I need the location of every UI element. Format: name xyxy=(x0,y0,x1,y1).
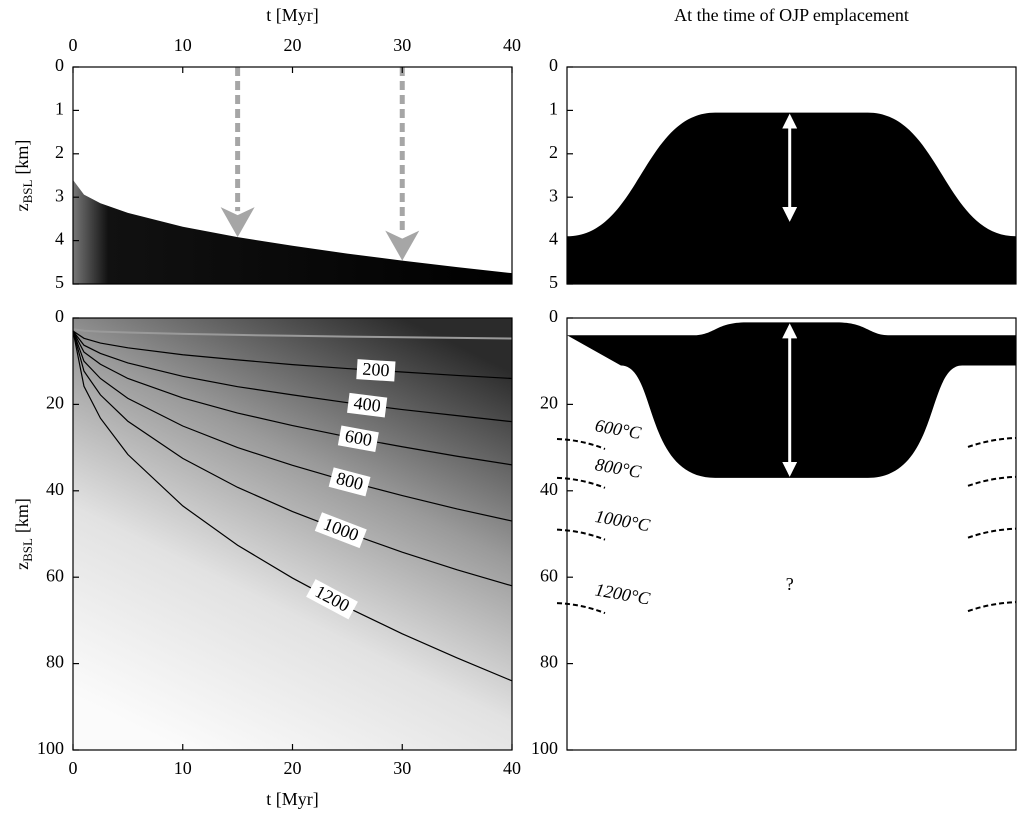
isotherm xyxy=(72,330,513,682)
contour-label-bg xyxy=(356,359,396,382)
y-tick-label: 40 xyxy=(540,479,558,499)
contour-label-text: 600 xyxy=(343,426,373,450)
y-tick-label: 20 xyxy=(540,393,558,413)
bathymetry-area xyxy=(73,179,512,284)
crust-shape xyxy=(567,322,1016,478)
contour-label: 600 xyxy=(337,425,379,453)
isotherm xyxy=(72,330,513,466)
y-tick-label: 0 xyxy=(55,55,64,75)
isotherm-left xyxy=(556,437,606,450)
isotherm-label: 1000°C xyxy=(594,506,653,535)
isotherm-left xyxy=(556,528,606,541)
axes-frame xyxy=(566,317,1017,751)
arrow-head xyxy=(220,207,255,238)
isotherm xyxy=(72,330,513,587)
y-tick-label: 3 xyxy=(549,185,558,205)
contour-label-text: 200 xyxy=(362,359,390,381)
x-tick-label: 20 xyxy=(284,758,302,778)
axes-frame xyxy=(566,66,1017,285)
y-tick-label: 0 xyxy=(549,306,558,326)
y-label-sub: BSL xyxy=(20,538,35,562)
contour-label-bg xyxy=(314,512,367,549)
x-tick-label: 10 xyxy=(174,758,192,778)
y-label-main: z xyxy=(12,562,32,570)
isotherm xyxy=(72,330,513,522)
y-label-unit: [km] xyxy=(12,140,32,175)
temperature-field xyxy=(73,318,512,750)
contour-label-bg xyxy=(347,392,388,418)
y-tick-label: 5 xyxy=(55,272,64,292)
isotherm xyxy=(72,330,513,423)
y-tick-label: 100 xyxy=(37,738,64,758)
isotherm xyxy=(72,330,513,380)
isotherm-label: 800°C xyxy=(594,454,644,482)
y-tick-label: 60 xyxy=(540,565,558,585)
isotherm-right xyxy=(967,436,1017,448)
y-tick-label: 0 xyxy=(55,306,64,326)
isotherm-label: 1200°C xyxy=(594,579,653,608)
isotherm-left xyxy=(556,602,606,615)
y-tick-label: 2 xyxy=(55,142,64,162)
y-label-sub: BSL xyxy=(20,180,35,204)
seafloor-line xyxy=(72,328,513,340)
contour-label-bg xyxy=(337,425,379,453)
panel: ~2.5km At the time of OJP emplacement 0 1 2 3… xyxy=(549,5,1017,292)
x-tick-label: 30 xyxy=(393,758,411,778)
y-tick-label: 100 xyxy=(531,738,558,758)
y-tick-label: 80 xyxy=(46,652,64,672)
y-label-unit: [km] xyxy=(12,498,32,533)
x-tick-label: 0 xyxy=(69,35,78,55)
isotherm-left xyxy=(556,476,606,489)
y-tick-label: 5 xyxy=(549,272,558,292)
isotherm-label: 600°C xyxy=(594,415,644,443)
thickness-label: ~2.5km xyxy=(808,154,863,174)
y-tick-label: 0 xyxy=(549,55,558,75)
y-label-main: z xyxy=(12,203,32,211)
panel: 0 1 2 3 4 5 0 10 20 30 40 t [Myr] zBSL [km] xyxy=(12,5,521,292)
y-tick-label: 4 xyxy=(549,229,558,249)
x-tick-label: 0 xyxy=(69,758,78,778)
y-tick-label: 20 xyxy=(46,393,64,413)
arrow-head xyxy=(385,230,420,261)
y-tick-label: 4 xyxy=(55,229,64,249)
contour-label: 400 xyxy=(347,392,388,418)
x-axis-label: t [Myr] xyxy=(266,5,319,25)
y-tick-label: 1 xyxy=(55,99,64,119)
y-axis-label: zBSL [km] xyxy=(12,498,35,570)
y-tick-label: 2 xyxy=(549,142,558,162)
isotherm-right xyxy=(967,601,1017,613)
contour-label-bg xyxy=(306,579,358,620)
x-tick-label: 10 xyxy=(174,35,192,55)
contour-label: 200 xyxy=(356,359,396,382)
panel: ~35km 600°C 800°C 1000°C 1200°C ? 0 20 40 60 80 100 xyxy=(531,306,1017,758)
y-tick-label: 40 xyxy=(46,479,64,499)
x-tick-label: 20 xyxy=(284,35,302,55)
x-tick-label: 30 xyxy=(393,35,411,55)
y-tick-label: 60 xyxy=(46,565,64,585)
question-mark: ? xyxy=(786,574,794,594)
y-tick-label: 1 xyxy=(549,99,558,119)
isotherm-right xyxy=(967,527,1017,539)
contour-label-text: 400 xyxy=(353,393,382,416)
y-tick-label: 80 xyxy=(540,652,558,672)
isotherm-right xyxy=(967,475,1017,487)
x-tick-label: 40 xyxy=(503,758,521,778)
x-tick-label: 40 xyxy=(503,35,521,55)
y-tick-label: 3 xyxy=(55,185,64,205)
panel-title: At the time of OJP emplacement xyxy=(674,5,909,25)
contour-label-bg xyxy=(328,467,371,497)
x-axis-label: t [Myr] xyxy=(266,789,319,809)
thickness-label: ~35km xyxy=(808,384,859,404)
plateau-shape xyxy=(567,112,1016,284)
y-axis-label: zBSL [km] xyxy=(12,140,35,212)
